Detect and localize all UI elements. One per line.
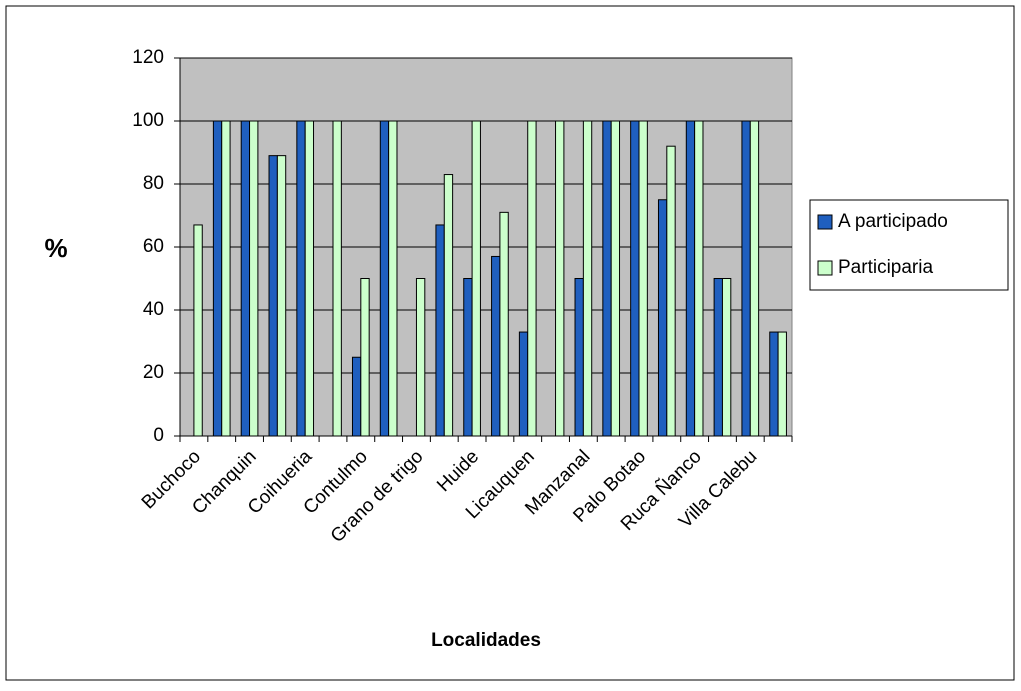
bar: [193, 224, 203, 437]
bar: [610, 120, 621, 437]
bar: [638, 120, 648, 437]
bar: [360, 278, 370, 437]
bar: [415, 278, 426, 437]
bar: [694, 120, 704, 437]
bar: [332, 120, 342, 437]
y-tick-label: 40: [143, 299, 164, 320]
bar: [685, 120, 696, 437]
y-tick-label: 0: [153, 425, 164, 446]
y-tick-label: 80: [143, 173, 164, 194]
bar: [721, 278, 732, 437]
bar: [518, 331, 529, 437]
y-tick-label: 20: [143, 362, 164, 383]
bar: [268, 155, 278, 437]
legend-swatch: [817, 214, 833, 230]
bar: [602, 120, 612, 437]
bar: [443, 174, 454, 437]
bar: [582, 120, 593, 437]
y-tick-label: 60: [143, 236, 164, 257]
bar: [527, 120, 537, 437]
bar: [304, 120, 315, 437]
bar: [388, 120, 398, 437]
bar: [713, 278, 723, 437]
y-tick-label: 100: [132, 110, 164, 131]
bar: [657, 199, 668, 437]
y-tick-label: 120: [132, 47, 164, 68]
bar: [471, 120, 481, 437]
legend-swatch: [817, 260, 833, 276]
bar: [463, 278, 473, 437]
bar: [249, 120, 259, 437]
legend-label: Participaria: [838, 257, 933, 278]
bar: [574, 278, 584, 437]
bar: [630, 120, 640, 437]
legend: [809, 199, 1009, 291]
bar: [240, 120, 251, 437]
bar: [221, 120, 231, 437]
bar: [296, 120, 306, 437]
bar: [351, 356, 362, 437]
bar: [379, 120, 390, 437]
bar: [276, 155, 287, 437]
bar: [499, 211, 509, 437]
bar: [777, 331, 787, 437]
bar: [666, 145, 676, 437]
bar: [769, 331, 779, 437]
legend-label: A participado: [838, 211, 948, 232]
bar: [435, 224, 445, 437]
bar: [741, 120, 751, 437]
x-axis-label: Localidades: [431, 630, 541, 651]
bar: [212, 120, 223, 437]
bar: [555, 120, 565, 437]
y-axis-label: %: [44, 233, 67, 263]
bar: [491, 255, 501, 437]
bar: [749, 120, 760, 437]
